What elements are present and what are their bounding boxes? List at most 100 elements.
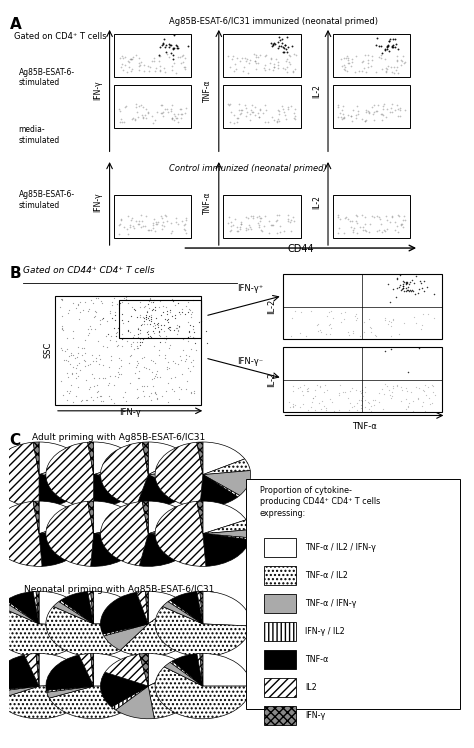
- Point: [408, 274, 415, 286]
- Point: [339, 111, 347, 123]
- Point: [397, 58, 404, 70]
- Point: [168, 383, 175, 395]
- Wedge shape: [100, 592, 148, 634]
- Wedge shape: [148, 475, 187, 497]
- Point: [185, 335, 192, 347]
- Point: [273, 209, 281, 221]
- Point: [349, 325, 357, 337]
- Point: [288, 313, 295, 325]
- Point: [420, 275, 428, 287]
- Point: [340, 112, 348, 124]
- Point: [108, 312, 116, 324]
- Text: SSC: SSC: [44, 342, 53, 358]
- Point: [135, 323, 142, 335]
- Point: [397, 103, 404, 115]
- Point: [378, 108, 386, 120]
- Point: [365, 49, 372, 61]
- Point: [98, 297, 106, 309]
- Point: [162, 209, 169, 221]
- Point: [176, 103, 184, 115]
- Point: [175, 306, 183, 318]
- Point: [116, 368, 123, 380]
- Point: [399, 280, 407, 292]
- Point: [155, 50, 163, 62]
- Point: [147, 331, 155, 343]
- Point: [176, 308, 184, 320]
- Point: [269, 38, 276, 50]
- Point: [382, 225, 389, 237]
- Point: [317, 402, 325, 414]
- Point: [186, 304, 193, 316]
- Point: [335, 404, 342, 416]
- Point: [157, 210, 164, 222]
- Point: [57, 342, 65, 354]
- Bar: [264, 650, 296, 669]
- Point: [133, 336, 141, 348]
- Point: [410, 286, 417, 298]
- Point: [340, 227, 348, 239]
- Point: [108, 355, 115, 367]
- Point: [252, 51, 260, 63]
- Wedge shape: [155, 607, 251, 657]
- Point: [168, 310, 175, 322]
- Point: [251, 100, 258, 112]
- Point: [381, 378, 388, 390]
- Point: [153, 218, 160, 230]
- Point: [353, 384, 360, 396]
- Point: [135, 61, 142, 73]
- Point: [58, 293, 66, 305]
- Point: [89, 349, 96, 361]
- Point: [402, 278, 410, 290]
- Point: [158, 212, 166, 224]
- Point: [119, 52, 127, 64]
- Point: [412, 381, 420, 393]
- Point: [57, 293, 65, 305]
- Point: [338, 104, 346, 116]
- Bar: [264, 565, 296, 585]
- Point: [128, 53, 136, 65]
- Point: [403, 385, 411, 397]
- Point: [171, 109, 178, 121]
- Point: [189, 306, 196, 318]
- Point: [273, 115, 280, 127]
- Point: [360, 316, 367, 328]
- Point: [372, 66, 379, 78]
- Point: [426, 398, 434, 410]
- Point: [146, 318, 154, 330]
- Point: [157, 330, 164, 342]
- Point: [169, 49, 176, 61]
- Bar: [114, 34, 191, 78]
- Point: [135, 343, 142, 355]
- Point: [118, 361, 125, 373]
- Point: [232, 63, 239, 75]
- Point: [151, 386, 158, 398]
- Wedge shape: [203, 459, 250, 475]
- Point: [84, 305, 92, 317]
- Point: [361, 114, 368, 126]
- Point: [342, 306, 349, 318]
- Point: [140, 301, 147, 313]
- Point: [160, 37, 167, 49]
- Point: [153, 106, 161, 118]
- Point: [172, 67, 179, 79]
- Point: [176, 52, 183, 64]
- Point: [236, 104, 243, 116]
- Point: [402, 277, 410, 289]
- Point: [173, 328, 181, 340]
- Point: [238, 104, 246, 116]
- Point: [144, 106, 152, 118]
- Point: [155, 49, 163, 61]
- Point: [155, 55, 163, 67]
- Point: [261, 64, 269, 76]
- Point: [121, 101, 129, 113]
- Point: [168, 64, 175, 76]
- Point: [404, 284, 412, 296]
- Point: [404, 366, 411, 378]
- Point: [159, 224, 166, 236]
- Point: [141, 315, 148, 327]
- Point: [244, 224, 252, 236]
- Point: [279, 40, 287, 52]
- Point: [375, 396, 383, 408]
- Point: [127, 349, 135, 361]
- Point: [96, 318, 104, 330]
